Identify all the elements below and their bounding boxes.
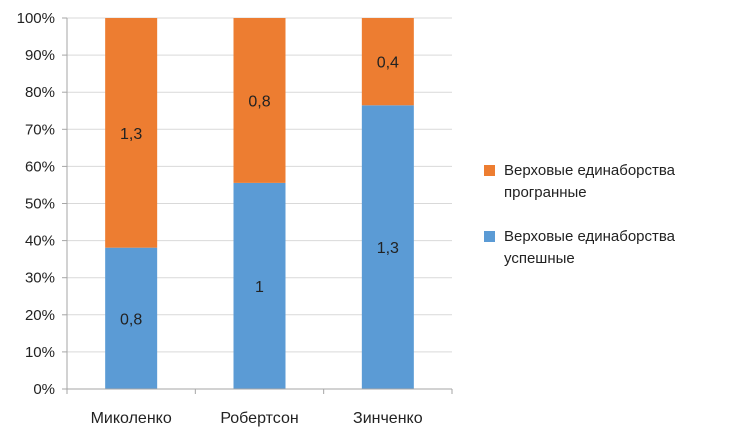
y-tick-label: 50% [25,196,55,213]
bar-segment [105,18,158,248]
y-tick-label: 0% [33,381,55,398]
data-label: 1 [255,279,264,296]
bars [105,18,414,389]
legend-swatch-successful [484,231,495,242]
legend-label-successful: Верховые единаборства успешные [504,228,676,267]
bar-segment [233,182,286,389]
legend-label-lost: Верховые единаборства програнные [504,162,676,201]
y-tick-label: 60% [25,158,55,175]
data-label: 0,8 [248,93,270,110]
x-tick-label: Миколенко [91,410,172,427]
x-tick-label: Робертсон [220,410,298,427]
data-label: 1,3 [120,126,142,143]
y-tick-label: 70% [25,121,55,138]
y-tick-label: 10% [25,344,55,361]
bar-segment [233,18,286,183]
y-tick-label: 80% [25,84,55,101]
y-tick-label: 100% [17,10,55,27]
data-label: 1,3 [377,240,399,257]
data-labels: 0,8 1,3 1 0,8 1,3 0,4 [120,55,399,329]
data-label: 0,8 [120,311,142,328]
data-label: 0,4 [377,55,399,72]
y-tick-label: 90% [25,47,55,64]
y-tick-label: 40% [25,233,55,250]
y-tick-label: 20% [25,307,55,324]
axes: 0% 10% 20% 30% 40% 50% 60% 70% 80% 90% 100% Миколен… [17,10,453,427]
y-tick-label: 30% [25,270,55,287]
bar-segment [361,105,414,389]
bar-segment [361,18,414,106]
x-tick-label: Зинченко [353,410,423,427]
legend-swatch-lost [484,165,495,176]
bar-segment [105,247,158,389]
